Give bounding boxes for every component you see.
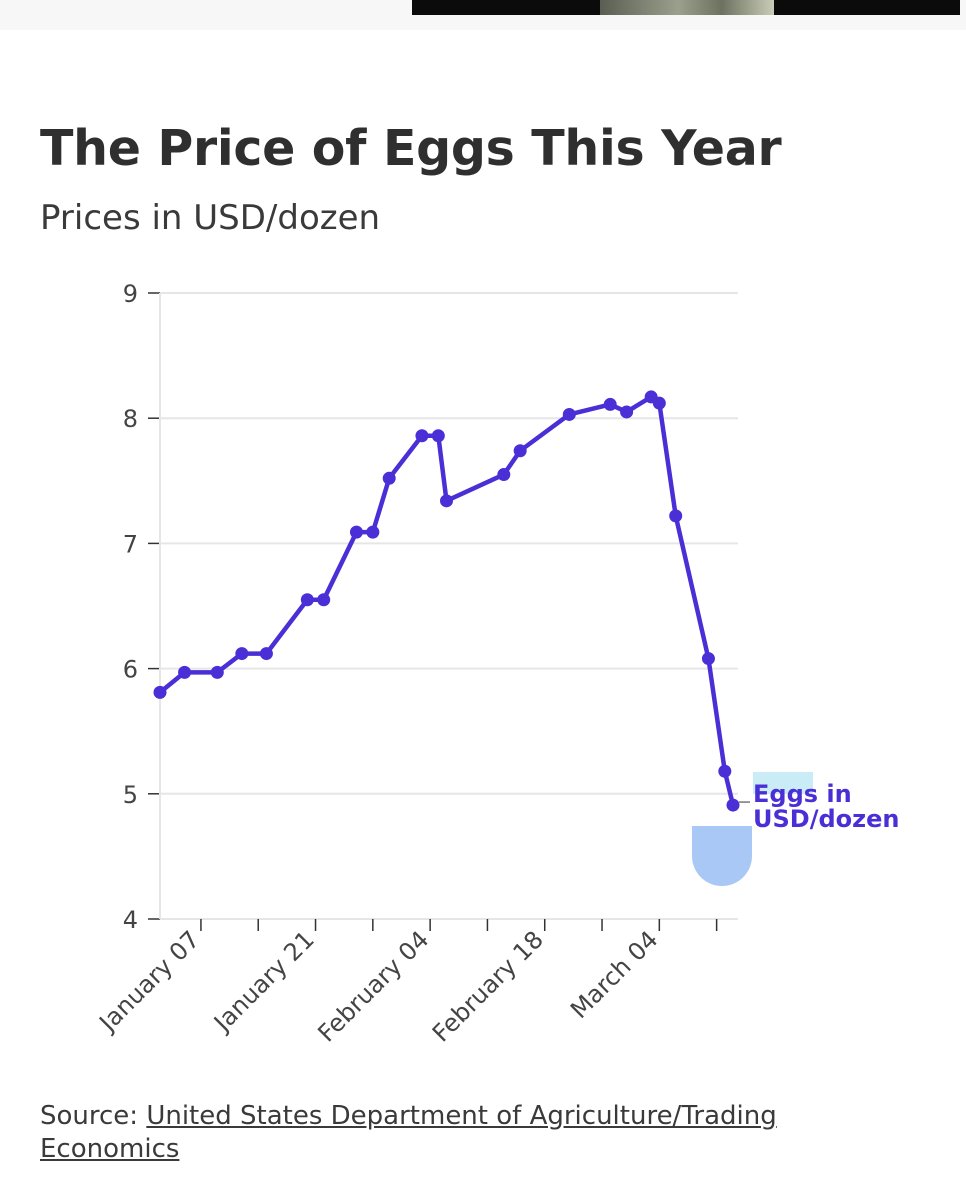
series-end-label-line2: USD/dozen <box>753 805 899 833</box>
y-tick-label: 6 <box>123 656 138 684</box>
data-point <box>178 665 192 679</box>
x-tick-label: March 04 <box>565 925 664 1024</box>
data-point <box>317 593 331 607</box>
y-tick-label: 5 <box>123 781 138 809</box>
data-point <box>431 429 445 443</box>
data-point <box>235 647 249 661</box>
y-tick-label: 7 <box>123 530 138 558</box>
x-tick-label: January 07 <box>93 925 206 1038</box>
source-link[interactable]: United States Department of Agriculture/… <box>40 1101 777 1164</box>
data-point <box>652 396 666 410</box>
video-thumbnail[interactable] <box>600 0 774 15</box>
data-point <box>415 429 429 443</box>
data-point <box>382 471 396 485</box>
data-point <box>603 397 617 411</box>
series-line <box>157 394 736 808</box>
y-tick-label: 9 <box>123 280 138 308</box>
data-point <box>701 652 715 666</box>
y-tick-label: 4 <box>123 906 138 934</box>
data-point <box>726 798 740 812</box>
y-tick-label: 8 <box>123 405 138 433</box>
data-point <box>300 593 314 607</box>
data-point <box>669 509 683 523</box>
data-point <box>718 764 732 778</box>
data-point <box>259 647 273 661</box>
data-point <box>440 494 453 508</box>
source-note: Source: United States Department of Agri… <box>40 1100 920 1166</box>
data-point <box>153 685 167 699</box>
data-point <box>497 468 511 482</box>
data-point <box>513 444 527 458</box>
page-title: The Price of Eggs This Year <box>40 120 782 177</box>
x-tick-label: February 04 <box>312 925 434 1047</box>
series-end-label-line1: Eggs in <box>753 780 852 808</box>
data-point <box>620 405 634 419</box>
data-point <box>562 407 576 421</box>
label-highlight <box>753 772 813 794</box>
page-subtitle: Prices in USD/dozen <box>40 198 381 238</box>
location-marker-icon <box>692 826 752 886</box>
data-point <box>366 525 380 539</box>
data-point <box>349 525 363 539</box>
source-prefix: Source: <box>40 1101 147 1131</box>
x-tick-label: January 21 <box>207 925 320 1038</box>
x-tick-label: February 18 <box>427 925 549 1047</box>
data-point <box>210 665 224 679</box>
